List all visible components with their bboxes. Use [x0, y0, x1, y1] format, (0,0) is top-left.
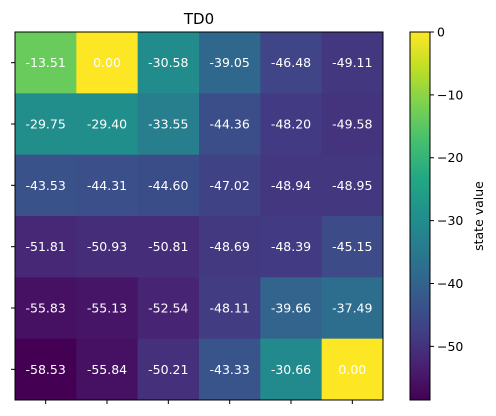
cell-value-label-r0-c2: -30.58 [148, 55, 188, 70]
cell-value-label-r0-c3: -39.05 [210, 55, 250, 70]
heatmap-cell-r3-c1 [76, 216, 139, 278]
heatmap-cell-r5-c2 [137, 338, 200, 401]
colorbar: 0 −10 −20 −30 −40 −50 state value [409, 25, 486, 401]
heatmap-cell-r3-c3 [199, 216, 261, 278]
colorbar-label: state value [471, 181, 486, 251]
colorbar-tick-label: −30 [437, 213, 463, 228]
cell-value-label-r3-c3: -48.69 [210, 239, 250, 254]
heatmap-cell-r5-c3 [199, 338, 261, 401]
x-axis-ticks [45, 400, 353, 404]
cell-value-label-r2-c1: -44.31 [87, 178, 127, 193]
heatmap-cell-r4-c3 [199, 277, 261, 340]
cell-value-label-r3-c0: -51.81 [26, 239, 66, 254]
heatmap-cell-r0-c5 [321, 32, 384, 94]
heatmap-cell-r5-c0 [15, 338, 77, 401]
heatmap-cell-r4-c2 [137, 277, 200, 340]
colorbar-ticks: 0 −10 −20 −30 −40 −50 [430, 25, 463, 354]
colorbar-gradient [410, 32, 430, 400]
cell-value-label-r2-c3: -47.02 [210, 178, 250, 193]
cell-value-label-r1-c2: -33.55 [148, 117, 188, 132]
cell-value-label-r0-c0: -13.51 [26, 55, 66, 70]
colorbar-frame [409, 31, 431, 401]
heatmap-cell-r2-c0 [15, 154, 77, 217]
heatmap-cell-r2-c2 [137, 154, 200, 217]
cell-value-label-r1-c0: -29.75 [26, 117, 66, 132]
heatmap-cell-r2-c4 [260, 154, 323, 217]
heatmap-cell-r5-c1 [76, 338, 139, 401]
cell-value-label-r4-c5: -37.49 [332, 301, 372, 316]
heatmap-cell-r5-c4 [260, 338, 323, 401]
colorbar-tick-label: −20 [437, 150, 463, 165]
cell-value-label-r3-c4: -48.39 [271, 239, 311, 254]
cell-value-label-r5-c1: -55.84 [87, 362, 127, 377]
heatmap-cell-r1-c0 [15, 93, 77, 156]
heatmap-cell-r1-c5 [321, 93, 384, 156]
cell-value-label-r1-c4: -48.20 [271, 117, 311, 132]
cell-value-label-r2-c4: -48.94 [271, 178, 311, 193]
heatmap-cell-r0-c4 [260, 32, 323, 94]
colorbar-tick-label: −50 [437, 339, 463, 354]
heatmap-cell-r1-c2 [137, 93, 200, 156]
heatmap-cells [15, 32, 384, 401]
cell-value-label-r5-c3: -43.33 [210, 362, 250, 377]
heatmap-cell-r4-c0 [15, 277, 77, 340]
cell-value-label-r3-c5: -45.15 [332, 239, 372, 254]
cell-value-label-r5-c4: -30.66 [271, 362, 311, 377]
heatmap-cell-r0-c0 [15, 32, 77, 94]
heatmap-cell-r1-c3 [199, 93, 261, 156]
y-axis-ticks [11, 62, 15, 370]
cell-value-label-r5-c2: -50.21 [148, 362, 188, 377]
heatmap-cell-r2-c1 [76, 154, 139, 217]
colorbar-tick-label: −10 [437, 87, 463, 102]
cell-value-label-r4-c2: -52.54 [148, 301, 188, 316]
heatmap-cell-r3-c2 [137, 216, 200, 278]
cell-value-label-r1-c5: -49.58 [332, 117, 372, 132]
cell-value-label-r2-c0: -43.53 [26, 178, 66, 193]
cell-value-label-r4-c0: -55.83 [26, 301, 66, 316]
heatmap-cell-r2-c3 [199, 154, 261, 217]
heatmap-cell-r0-c2 [137, 32, 200, 94]
heatmap-cell-r4-c5 [321, 277, 384, 340]
colorbar-tick-label: −40 [437, 276, 463, 291]
cell-value-label-r1-c3: -44.36 [210, 117, 250, 132]
cell-value-label-r0-c5: -49.11 [332, 55, 372, 70]
heatmap-cell-r1-c4 [260, 93, 323, 156]
heatmap-cell-labels: -13.51 0.00 -30.58 -39.05 -46.48 -49.11 -29.75… [26, 55, 373, 377]
heatmap-cell-r4-c4 [260, 277, 323, 340]
cell-value-label-r4-c3: -48.11 [210, 301, 250, 316]
chart-title: TD0 [183, 10, 214, 28]
cell-value-label-r4-c1: -55.13 [87, 301, 127, 316]
heatmap-cell-r2-c5 [321, 154, 384, 217]
heatmap-cell-r3-c4 [260, 216, 323, 278]
cell-value-label-r5-c5: 0.00 [338, 362, 366, 377]
cell-value-label-r5-c0: -58.53 [26, 362, 66, 377]
heatmap-cell-r0-c3 [199, 32, 261, 94]
cell-value-label-r2-c2: -44.60 [148, 178, 188, 193]
heatmap-cell-r5-c5 [321, 338, 384, 401]
heatmap-cell-r1-c1 [76, 93, 139, 156]
heatmap-cell-r3-c0 [15, 216, 77, 278]
heatmap-cell-r3-c5 [321, 216, 384, 278]
plot-frame [14, 31, 384, 401]
heatmap-cell-r4-c1 [76, 277, 139, 340]
cell-value-label-r3-c2: -50.81 [148, 239, 188, 254]
colorbar-tick-label: 0 [437, 25, 445, 40]
cell-value-label-r0-c4: -46.48 [271, 55, 311, 70]
cell-value-label-r3-c1: -50.93 [87, 239, 127, 254]
cell-value-label-r0-c1: 0.00 [93, 55, 121, 70]
cell-value-label-r1-c1: -29.40 [87, 117, 127, 132]
cell-value-label-r4-c4: -39.66 [271, 301, 311, 316]
cell-value-label-r2-c5: -48.95 [332, 178, 372, 193]
heatmap-cell-r0-c1 [76, 32, 139, 94]
